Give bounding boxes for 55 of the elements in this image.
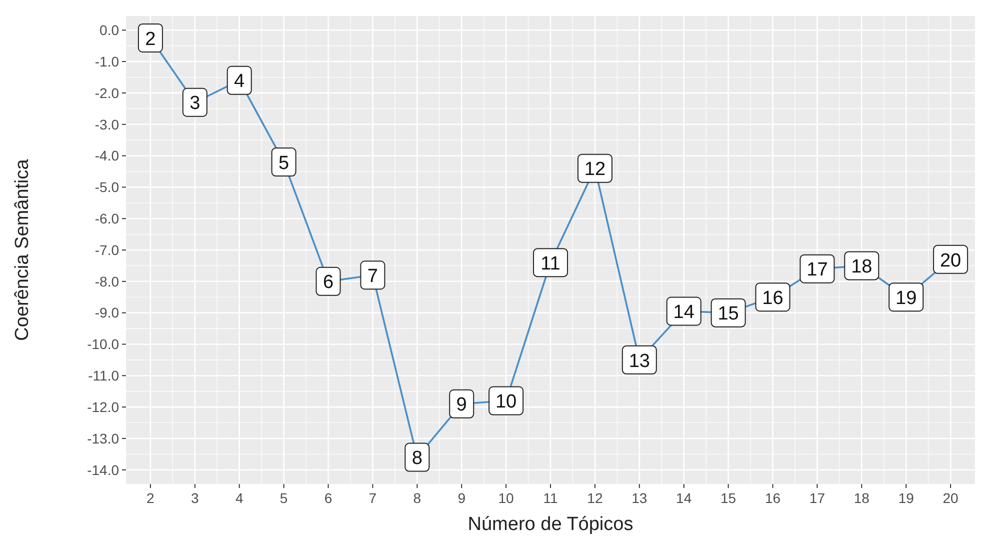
annotation: 13	[628, 350, 650, 372]
x-tick-label: 15	[720, 490, 736, 506]
annotation: 3	[190, 93, 200, 114]
x-tick-label: 11	[543, 490, 558, 506]
y-tick-label: -10.0	[87, 336, 120, 352]
x-tick-label: 9	[458, 490, 466, 506]
x-tick-label: 6	[324, 490, 332, 506]
x-tick-label: 7	[368, 490, 377, 506]
y-axis-title: Coerência Semântica	[12, 158, 33, 341]
x-tick-label: 14	[676, 490, 692, 506]
annotation: 5	[278, 152, 290, 174]
x-tick-label: 8	[413, 490, 422, 506]
x-axis-title: Número de Tópicos	[468, 514, 634, 535]
annotation: 2	[145, 28, 156, 50]
y-tick-label: -2.0	[94, 84, 120, 101]
x-tick-label: 13	[632, 490, 648, 506]
annotation: 16	[762, 288, 784, 309]
annotation: 18	[851, 256, 872, 278]
y-tick-label: 0.0	[100, 22, 120, 38]
y-tick-label: -13.0	[87, 430, 120, 446]
y-tick-label: -11.0	[88, 368, 120, 384]
y-tick-label: -7.0	[94, 242, 120, 258]
y-tick-label: -8.0	[94, 273, 120, 290]
annotation: 14	[673, 302, 695, 324]
x-tick-label: 2	[146, 490, 155, 506]
annotation: 9	[456, 394, 467, 416]
annotation: 8	[412, 448, 422, 470]
x-tick-label: 5	[280, 490, 288, 506]
annotation: 6	[322, 272, 334, 294]
x-tick-label: 12	[587, 490, 603, 506]
y-tick-label: -12.0	[87, 398, 120, 415]
x-tick-label: 16	[764, 490, 781, 506]
annotation: 4	[234, 71, 246, 92]
annotation: 12	[584, 159, 606, 180]
annotation: 15	[718, 304, 739, 325]
y-tick-label: -9.0	[94, 304, 120, 321]
x-tick-label: 18	[854, 490, 870, 506]
y-tick-label: -1.0	[94, 53, 120, 70]
x-tick-label: 17	[809, 490, 826, 506]
y-tick-label: -3.0	[94, 116, 120, 132]
annotation: 19	[896, 288, 917, 309]
annotation: 20	[940, 250, 962, 272]
annotation: 10	[495, 392, 517, 413]
annotation: 7	[367, 266, 378, 287]
x-tick-label: 20	[942, 490, 959, 506]
annotation: 17	[806, 260, 828, 281]
y-tick-label: -4.0	[94, 148, 120, 164]
annotation: 11	[540, 253, 560, 274]
y-tick-label: -6.0	[94, 210, 120, 226]
x-tick-label: 10	[498, 490, 514, 506]
x-tick-label: 19	[898, 490, 914, 506]
x-tick-label: 4	[235, 490, 244, 506]
x-tick-label: 3	[191, 490, 199, 506]
y-tick-label: -14.0	[87, 462, 120, 478]
y-tick-label: -5.0	[94, 179, 120, 196]
